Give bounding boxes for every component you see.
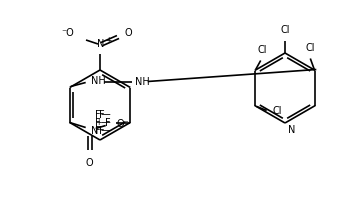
Text: O⁻: O⁻ — [117, 118, 130, 129]
Text: Cl: Cl — [280, 25, 290, 35]
Text: NH: NH — [91, 75, 106, 86]
Text: +: + — [105, 36, 111, 45]
Text: F: F — [99, 126, 104, 135]
Text: —: — — [100, 109, 110, 120]
Text: F: F — [95, 117, 101, 128]
Text: —: — — [100, 126, 110, 135]
Text: F: F — [99, 109, 104, 120]
Text: N: N — [91, 126, 98, 135]
Text: +: + — [96, 117, 102, 127]
Text: Cl: Cl — [273, 106, 282, 115]
Text: O: O — [86, 159, 94, 168]
Text: F: F — [95, 109, 101, 120]
Text: Cl: Cl — [305, 43, 315, 52]
Text: F: F — [95, 126, 101, 135]
Text: N: N — [288, 125, 295, 135]
Text: F: F — [105, 117, 110, 128]
Text: —: — — [100, 117, 110, 128]
Text: NH: NH — [135, 76, 150, 87]
Text: N: N — [97, 39, 105, 49]
Text: O: O — [124, 28, 132, 38]
Text: Cl: Cl — [258, 45, 268, 54]
Text: ⁻O: ⁻O — [61, 28, 74, 38]
